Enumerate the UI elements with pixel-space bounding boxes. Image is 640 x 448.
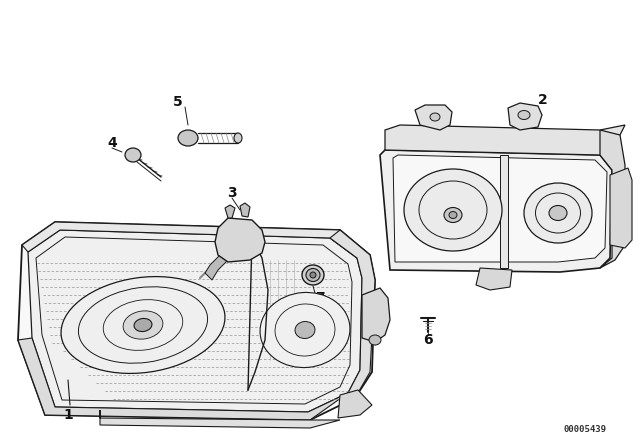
- Ellipse shape: [518, 111, 530, 120]
- Polygon shape: [215, 218, 265, 262]
- Polygon shape: [500, 155, 508, 268]
- Polygon shape: [205, 255, 228, 280]
- Text: 3: 3: [227, 186, 237, 200]
- Ellipse shape: [549, 206, 567, 220]
- Polygon shape: [28, 230, 362, 412]
- Polygon shape: [415, 105, 452, 130]
- Polygon shape: [18, 338, 348, 420]
- Polygon shape: [338, 390, 372, 418]
- Ellipse shape: [444, 207, 462, 223]
- Ellipse shape: [306, 268, 320, 281]
- Polygon shape: [610, 168, 632, 248]
- Ellipse shape: [430, 113, 440, 121]
- Ellipse shape: [524, 183, 592, 243]
- Ellipse shape: [295, 322, 315, 339]
- Ellipse shape: [234, 133, 242, 143]
- Polygon shape: [18, 222, 375, 420]
- Text: 1: 1: [63, 408, 73, 422]
- Ellipse shape: [61, 276, 225, 374]
- Text: 00005439: 00005439: [563, 426, 607, 435]
- Polygon shape: [22, 222, 370, 258]
- Polygon shape: [362, 288, 390, 342]
- Polygon shape: [508, 103, 542, 130]
- Ellipse shape: [260, 293, 350, 367]
- Polygon shape: [600, 130, 625, 268]
- Polygon shape: [330, 230, 375, 398]
- Text: 4: 4: [107, 136, 117, 150]
- Ellipse shape: [404, 169, 502, 251]
- Ellipse shape: [310, 272, 316, 278]
- Polygon shape: [393, 155, 607, 262]
- Ellipse shape: [134, 319, 152, 332]
- Polygon shape: [476, 268, 512, 290]
- Polygon shape: [100, 410, 340, 428]
- Polygon shape: [240, 203, 250, 217]
- Polygon shape: [225, 205, 235, 218]
- Ellipse shape: [178, 130, 198, 146]
- Ellipse shape: [449, 211, 457, 219]
- Text: 7: 7: [315, 291, 325, 305]
- Polygon shape: [385, 125, 625, 155]
- Text: 2: 2: [538, 93, 548, 107]
- Text: 6: 6: [423, 333, 433, 347]
- Ellipse shape: [123, 311, 163, 339]
- Ellipse shape: [369, 335, 381, 345]
- Ellipse shape: [125, 148, 141, 162]
- Polygon shape: [380, 150, 612, 272]
- Text: 5: 5: [173, 95, 183, 109]
- Ellipse shape: [302, 265, 324, 285]
